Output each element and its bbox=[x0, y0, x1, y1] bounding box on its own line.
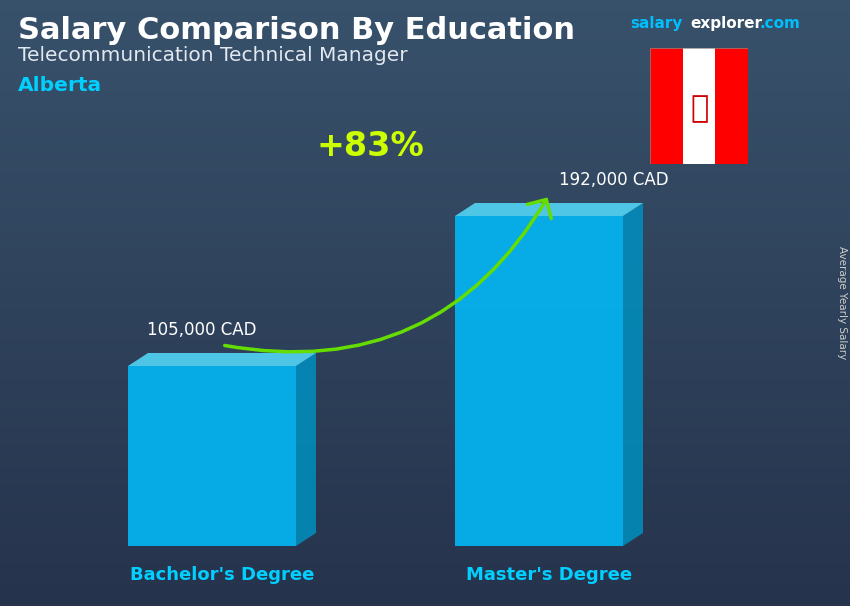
Polygon shape bbox=[650, 48, 748, 164]
Polygon shape bbox=[455, 216, 623, 546]
Text: explorer: explorer bbox=[690, 16, 762, 31]
Polygon shape bbox=[128, 366, 296, 546]
Polygon shape bbox=[716, 48, 748, 164]
Polygon shape bbox=[650, 48, 683, 164]
Polygon shape bbox=[455, 203, 643, 216]
Text: 105,000 CAD: 105,000 CAD bbox=[147, 321, 257, 339]
Text: Master's Degree: Master's Degree bbox=[466, 566, 632, 584]
Text: Alberta: Alberta bbox=[18, 76, 102, 95]
Text: Bachelor's Degree: Bachelor's Degree bbox=[130, 566, 314, 584]
Text: 🍁: 🍁 bbox=[690, 95, 708, 124]
Text: +83%: +83% bbox=[316, 130, 424, 164]
Text: .com: .com bbox=[760, 16, 801, 31]
Text: 192,000 CAD: 192,000 CAD bbox=[559, 171, 669, 189]
Text: Average Yearly Salary: Average Yearly Salary bbox=[837, 247, 847, 359]
Text: Telecommunication Technical Manager: Telecommunication Technical Manager bbox=[18, 46, 408, 65]
FancyArrowPatch shape bbox=[224, 199, 551, 352]
Text: Salary Comparison By Education: Salary Comparison By Education bbox=[18, 16, 575, 45]
Text: salary: salary bbox=[630, 16, 683, 31]
Polygon shape bbox=[296, 353, 316, 546]
Polygon shape bbox=[623, 203, 643, 546]
Polygon shape bbox=[128, 353, 316, 366]
